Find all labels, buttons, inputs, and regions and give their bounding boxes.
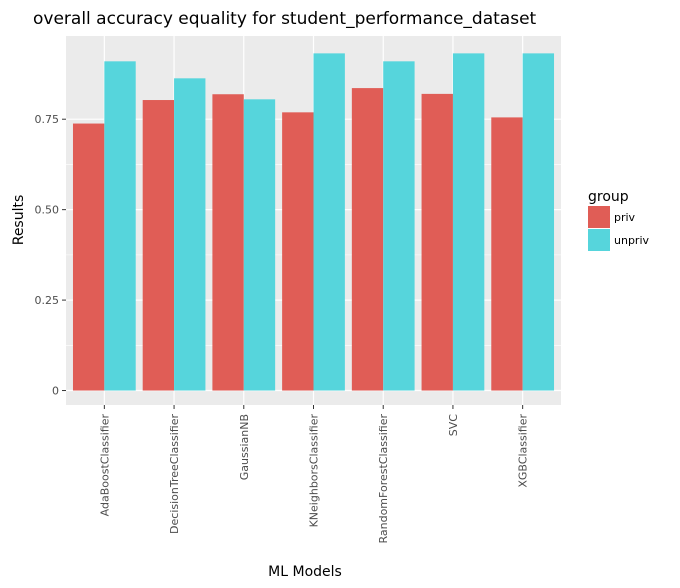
x-tick-label: SVC xyxy=(447,414,460,437)
legend-swatch-priv xyxy=(588,206,610,228)
x-tick-label: KNeighborsClassifier xyxy=(308,414,321,528)
y-axis: 0 0.25 0.50 0.75 xyxy=(35,113,66,398)
x-tick-label: GaussianNB xyxy=(238,414,251,480)
bar-priv-KNeighborsClassifier xyxy=(282,112,314,391)
bar-priv-AdaBoostClassifier xyxy=(72,123,105,391)
bar-priv-XGBClassifier xyxy=(491,117,523,391)
legend: group priv unpriv xyxy=(588,189,650,251)
legend-label-priv: priv xyxy=(614,211,636,224)
y-axis-title: Results xyxy=(11,195,27,246)
bar-unpriv-DecisionTreeClassifier xyxy=(174,78,206,391)
bar-unpriv-AdaBoostClassifier xyxy=(104,61,136,391)
bars xyxy=(72,53,555,391)
bar-priv-GaussianNB xyxy=(212,94,244,391)
y-tick-label: 0 xyxy=(52,385,59,398)
bar-unpriv-GaussianNB xyxy=(243,99,276,391)
legend-swatch-unpriv xyxy=(588,229,610,251)
bar-unpriv-SVC xyxy=(452,53,485,391)
bar-unpriv-XGBClassifier xyxy=(522,53,555,391)
bar-priv-SVC xyxy=(421,93,453,391)
chart-title: overall accuracy equality for student_pe… xyxy=(33,9,537,29)
x-tick-label: DecisionTreeClassifier xyxy=(168,414,181,534)
x-axis: AdaBoostClassifier DecisionTreeClassifier… xyxy=(98,405,530,544)
bar-priv-RandomForestClassifier xyxy=(351,88,384,391)
bar-unpriv-KNeighborsClassifier xyxy=(313,53,345,391)
legend-label-unpriv: unpriv xyxy=(614,234,650,247)
x-tick-label: XGBClassifier xyxy=(517,414,530,488)
x-axis-title: ML Models xyxy=(268,564,342,580)
x-tick-label: RandomForestClassifier xyxy=(377,414,390,544)
x-tick-label: AdaBoostClassifier xyxy=(98,414,111,517)
bar-priv-DecisionTreeClassifier xyxy=(142,100,175,391)
legend-title: group xyxy=(588,189,629,205)
bar-unpriv-RandomForestClassifier xyxy=(383,61,415,391)
y-tick-label: 0.75 xyxy=(35,113,60,126)
y-tick-label: 0.25 xyxy=(35,294,60,307)
y-tick-label: 0.50 xyxy=(35,204,60,217)
